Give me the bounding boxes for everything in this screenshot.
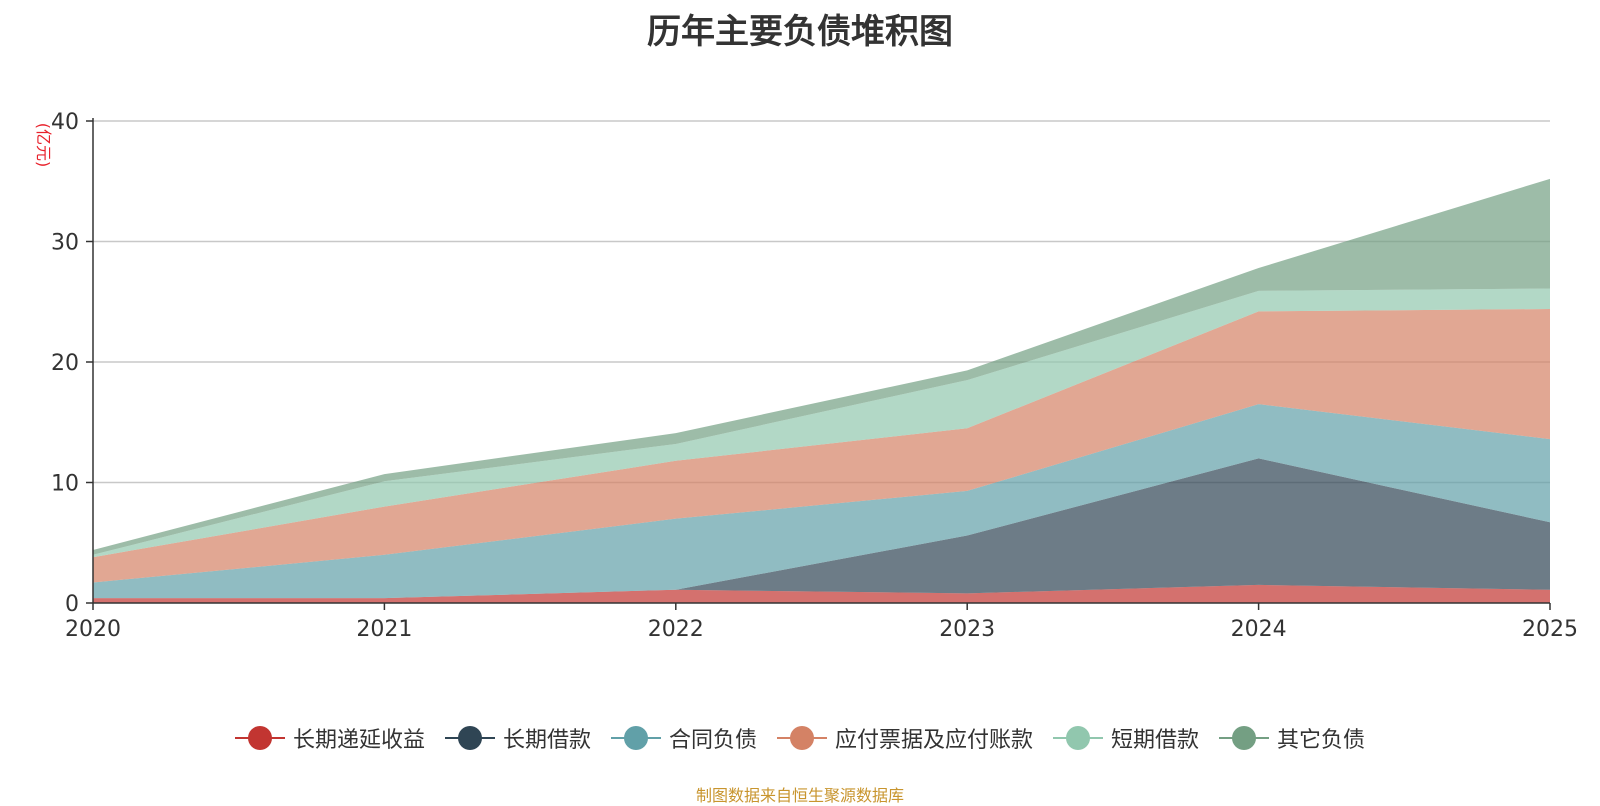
legend-label: 长期借款: [502, 728, 591, 753]
area-series-5: [93, 178, 1550, 555]
area-series-1: [93, 458, 1550, 599]
source-note: 制图数据来自恒生聚源数据库: [695, 786, 904, 805]
y-tick-label: 30: [51, 231, 79, 256]
legend-marker-icon: [444, 726, 495, 750]
x-tick-label: 2022: [648, 617, 704, 642]
legend-label: 其它负债: [1277, 728, 1366, 753]
x-tick-label: 2020: [65, 617, 121, 642]
legend-item[interactable]: 应付票据及应付账款: [777, 722, 1033, 754]
legend-marker-icon: [1053, 726, 1104, 750]
x-tick-label: 2025: [1522, 617, 1578, 642]
legend-item[interactable]: 合同负债: [610, 722, 757, 754]
y-tick-label: 20: [51, 351, 79, 376]
area-series: [93, 178, 1550, 603]
y-tick-label: 40: [51, 110, 79, 135]
area-series-4: [93, 288, 1550, 558]
legend-item[interactable]: 长期递延收益: [234, 722, 425, 754]
area-series-3: [93, 308, 1550, 583]
y-tick-label: 0: [65, 592, 79, 617]
area-series-0: [93, 584, 1550, 603]
x-tick-label: 2024: [1231, 617, 1287, 642]
legend-marker-icon: [610, 726, 661, 750]
legend: 长期递延收益 长期借款 合同负债 应付票据及应付账款 短期借款 其它负债: [0, 722, 1600, 754]
legend-item[interactable]: 长期借款: [444, 722, 591, 754]
axes: 0 10 20 30 40 2020 2021 2022 2023 2024 2025: [51, 110, 1578, 642]
x-tick-label: 2023: [939, 617, 995, 642]
legend-label: 合同负债: [668, 728, 757, 753]
legend-marker-icon: [234, 726, 285, 750]
legend-item[interactable]: 其它负债: [1219, 722, 1365, 754]
chart-title: 历年主要负债堆积图: [647, 12, 953, 52]
legend-item[interactable]: 短期借款: [1053, 722, 1199, 754]
legend-marker-icon: [777, 726, 827, 750]
y-axis-unit-label: (亿元): [34, 123, 53, 168]
legend-label: 长期递延收益: [292, 728, 425, 753]
x-tick-label: 2021: [356, 617, 412, 642]
legend-label: 短期借款: [1111, 728, 1200, 753]
y-tick-label: 10: [51, 472, 79, 497]
legend-marker-icon: [1219, 726, 1270, 750]
area-series-2: [93, 404, 1550, 599]
legend-label: 应付票据及应付账款: [835, 728, 1034, 753]
